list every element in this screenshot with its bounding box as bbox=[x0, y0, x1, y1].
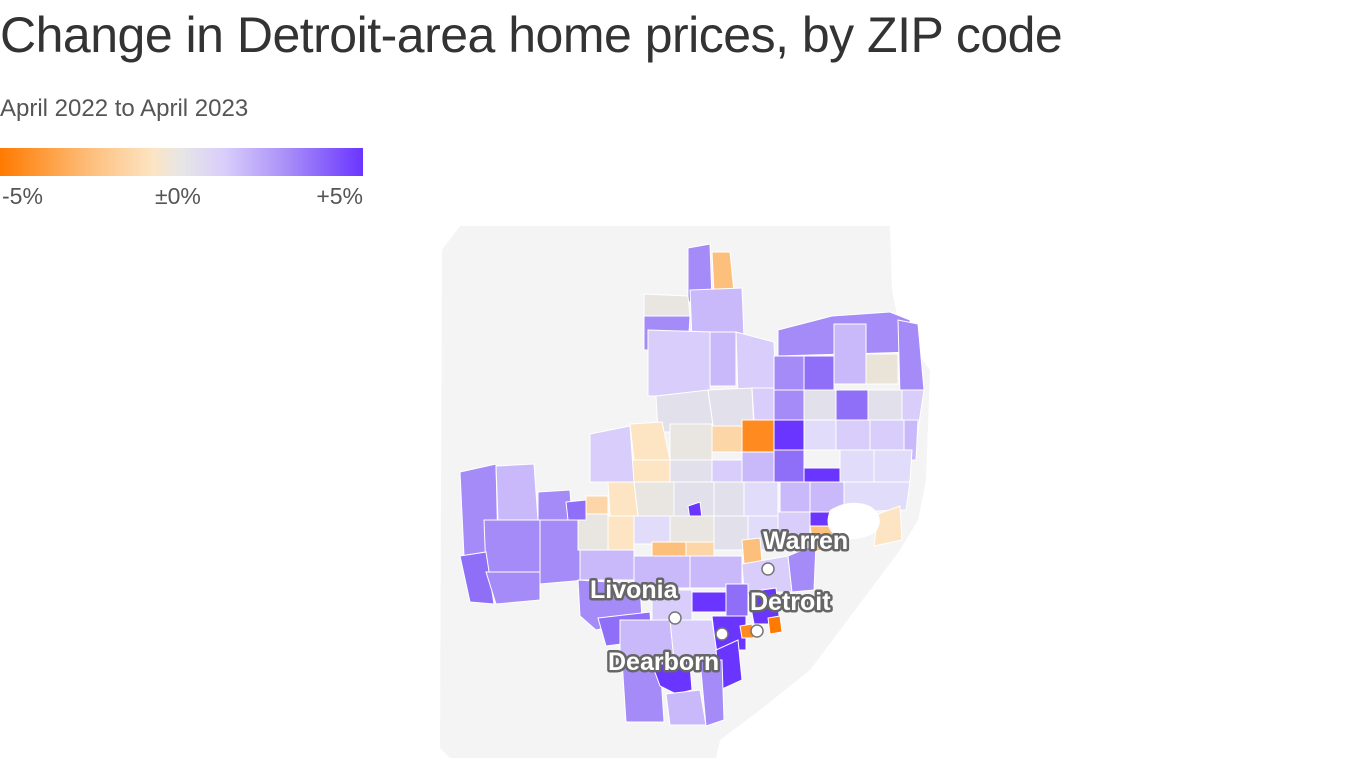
zip-region-north-b bbox=[643, 293, 691, 317]
zip-region-north-e bbox=[709, 331, 737, 387]
zip-region-liv-band-3 bbox=[689, 555, 743, 589]
zip-region-center-d bbox=[629, 459, 671, 483]
zip-region-w-mid-c bbox=[685, 541, 715, 557]
zip-region-w-peach-c bbox=[607, 515, 635, 551]
choropleth-map: Warren Livonia Detroit Dearborn bbox=[440, 226, 930, 758]
city-label-livonia: Livonia bbox=[590, 576, 679, 604]
zip-region-e-r1-a bbox=[773, 355, 805, 391]
city-marker-livonia bbox=[668, 611, 682, 625]
zip-region-north-tip-e bbox=[711, 251, 735, 295]
zip-region-c-row-b bbox=[743, 481, 779, 517]
zip-region-warren-sq bbox=[741, 537, 763, 565]
zip-region-peach-1 bbox=[711, 425, 743, 453]
zip-region-e-r2-d bbox=[867, 389, 903, 421]
zip-region-orange-sq bbox=[741, 419, 775, 453]
color-legend: -5% ±0% +5% bbox=[0, 148, 363, 211]
zip-region-north-f bbox=[735, 331, 777, 397]
zip-region-e-r3-c bbox=[835, 419, 871, 451]
lake-st-clair-icon bbox=[827, 502, 880, 540]
zip-region-e-r4-c bbox=[839, 449, 875, 483]
zip-region-e-r1-d bbox=[865, 353, 899, 385]
zip-region-w-peach-a bbox=[607, 481, 639, 517]
city-label-detroit: Detroit bbox=[750, 588, 831, 616]
zip-region-w-mid-a bbox=[633, 515, 671, 545]
city-marker-warren bbox=[761, 562, 775, 576]
zip-region-e-r3-a bbox=[773, 419, 805, 451]
zip-region-far-w-6 bbox=[485, 571, 541, 605]
city-marker-detroit bbox=[750, 624, 764, 638]
zip-region-det-orange-1 bbox=[739, 623, 755, 639]
zip-region-far-w-2 bbox=[495, 463, 539, 521]
legend-max-label: +5% bbox=[316, 183, 363, 209]
zip-region-w-gray-a bbox=[633, 481, 675, 517]
zip-region-w-mid-d bbox=[669, 515, 715, 543]
zip-region-e-r3-d bbox=[869, 419, 905, 451]
zip-region-det-dark-2 bbox=[725, 583, 749, 617]
city-label-dearborn: Dearborn bbox=[608, 648, 719, 676]
zip-region-e-r4-a bbox=[773, 449, 805, 483]
legend-min-label: -5% bbox=[2, 183, 43, 209]
zip-region-far-w-5 bbox=[459, 551, 495, 605]
zip-region-mid-3 bbox=[751, 387, 777, 421]
zip-region-e-r1-b bbox=[803, 355, 835, 391]
zip-region-e-r1-e bbox=[897, 319, 925, 397]
chart-subtitle: April 2022 to April 2023 bbox=[0, 95, 249, 122]
zip-region-e-r2-c bbox=[835, 389, 869, 421]
zip-region-e-r2-a bbox=[773, 389, 805, 421]
zip-region-e-r2-b bbox=[803, 389, 837, 421]
chart-title: Change in Detroit-area home prices, by Z… bbox=[0, 7, 1063, 63]
zip-region-sw-3 bbox=[621, 659, 665, 723]
legend-mid-label: ±0% bbox=[155, 183, 201, 209]
zip-region-det-orange-2 bbox=[767, 615, 783, 635]
zip-region-det-dark-1 bbox=[691, 591, 727, 613]
zip-region-center-b bbox=[711, 459, 743, 483]
zip-region-e-r3-b bbox=[803, 419, 837, 451]
city-marker-dearborn bbox=[715, 627, 729, 641]
zip-region-e-r1-c bbox=[833, 323, 867, 385]
zip-region-w-sq-purple bbox=[565, 499, 587, 521]
zip-region-sw-4 bbox=[665, 689, 707, 726]
city-markers: Warren Livonia Detroit Dearborn bbox=[588, 525, 851, 679]
zip-region-sw-5 bbox=[699, 659, 725, 727]
zip-region-w-mid-b bbox=[651, 541, 687, 557]
city-label-warren: Warren bbox=[763, 527, 848, 555]
zip-region-center-c bbox=[669, 459, 713, 483]
zip-region-c-row-a bbox=[713, 481, 745, 517]
zip-region-w-upper bbox=[589, 425, 635, 483]
zip-region-lake-stclair-shore bbox=[873, 505, 903, 547]
zip-region-e-r5-a bbox=[779, 481, 811, 513]
zip-region-e-r4-b bbox=[803, 467, 841, 483]
legend-gradient-bar bbox=[0, 148, 363, 176]
zip-code-regions bbox=[459, 243, 925, 727]
zip-region-north-d bbox=[647, 329, 713, 397]
zip-region-warren-e bbox=[787, 543, 817, 593]
zip-region-center-a bbox=[741, 451, 775, 483]
zip-region-mid-beige bbox=[669, 423, 713, 461]
zip-region-e-r4-d bbox=[873, 449, 913, 483]
